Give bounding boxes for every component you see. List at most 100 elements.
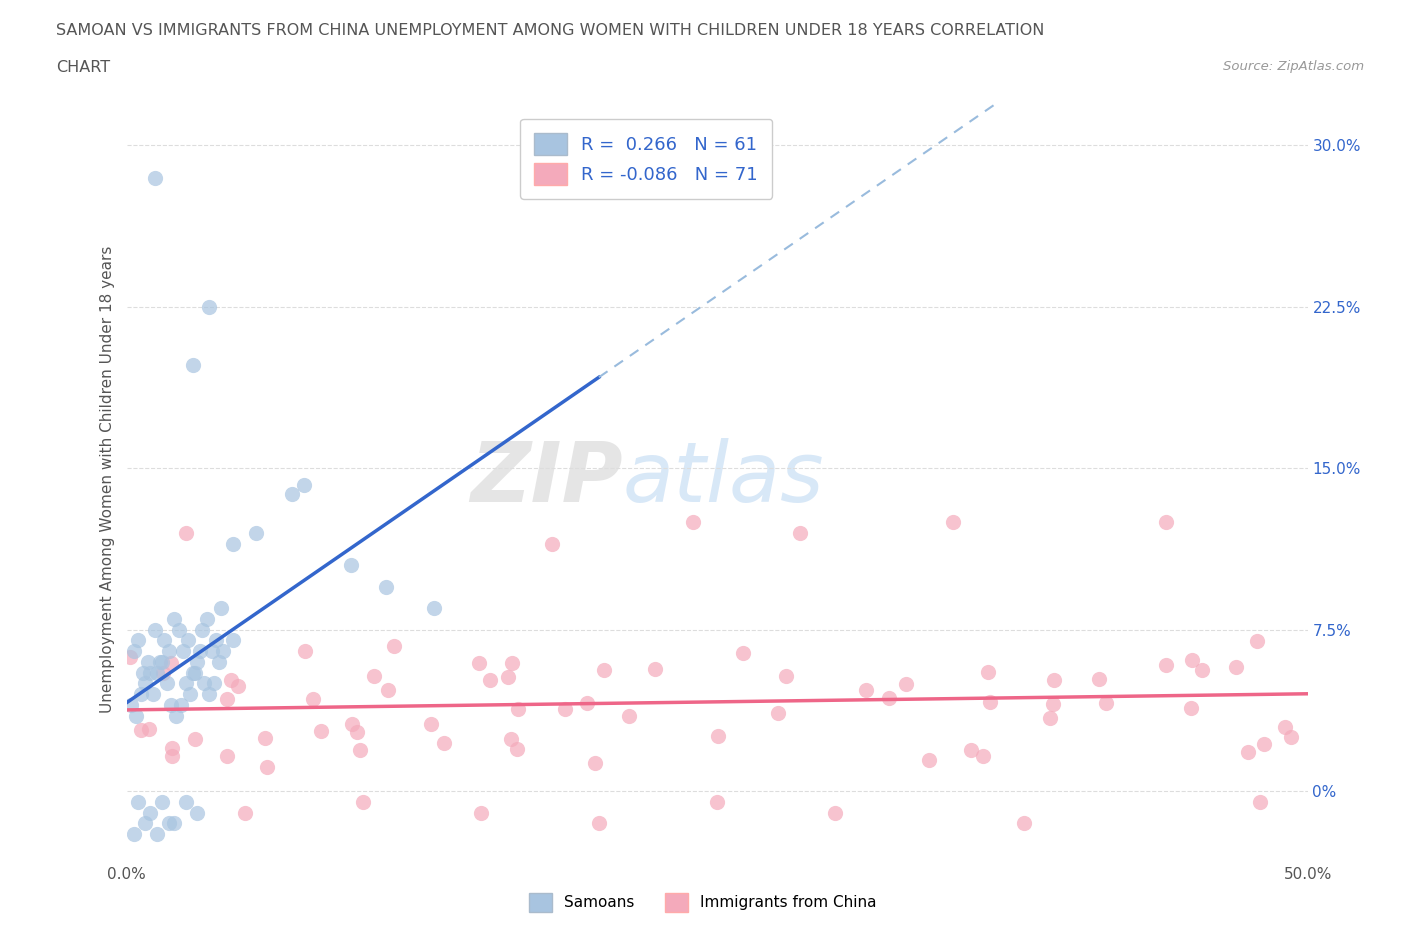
Point — [186, 805, 208, 820]
Point — [174, 525, 197, 540]
Point — [499, 732, 522, 747]
Point — [122, 827, 145, 842]
Point — [420, 716, 443, 731]
Point — [195, 611, 218, 626]
Point — [125, 709, 148, 724]
Point — [165, 709, 187, 724]
Point — [879, 690, 901, 705]
Point — [143, 622, 166, 637]
Point — [960, 742, 983, 757]
Point — [575, 696, 598, 711]
Text: atlas: atlas — [623, 438, 824, 520]
Point — [733, 645, 755, 660]
Point — [281, 486, 304, 501]
Point — [118, 649, 141, 664]
Point — [382, 638, 405, 653]
Point — [193, 676, 215, 691]
Point — [1246, 633, 1268, 648]
Point — [163, 611, 186, 626]
Point — [152, 666, 174, 681]
Point — [253, 731, 276, 746]
Point — [1180, 701, 1202, 716]
Point — [160, 749, 183, 764]
Point — [468, 656, 491, 671]
Point — [1181, 653, 1204, 668]
Point — [179, 686, 201, 701]
Point — [139, 665, 162, 680]
Point — [131, 723, 153, 737]
Point — [588, 816, 610, 830]
Point — [505, 741, 527, 756]
Point — [138, 722, 160, 737]
Point — [501, 656, 523, 671]
Point — [174, 676, 197, 691]
Point — [1012, 816, 1035, 830]
Point — [233, 805, 256, 820]
Point — [302, 692, 325, 707]
Point — [506, 702, 529, 717]
Point — [583, 756, 606, 771]
Point — [972, 749, 994, 764]
Point — [129, 686, 152, 701]
Point — [377, 683, 399, 698]
Point — [554, 701, 576, 716]
Point — [172, 644, 194, 658]
Point — [1191, 662, 1213, 677]
Point — [181, 357, 204, 372]
Point — [592, 663, 614, 678]
Point — [309, 724, 332, 738]
Point — [167, 622, 190, 637]
Point — [706, 794, 728, 809]
Point — [143, 170, 166, 185]
Point — [200, 644, 222, 658]
Point — [1279, 730, 1302, 745]
Point — [979, 694, 1001, 709]
Point — [1042, 697, 1064, 711]
Point — [644, 662, 666, 677]
Point — [540, 536, 562, 551]
Point — [157, 816, 180, 830]
Point — [149, 655, 172, 670]
Point — [682, 514, 704, 529]
Point — [1249, 794, 1271, 809]
Point — [219, 672, 242, 687]
Point — [170, 698, 193, 712]
Point — [150, 794, 173, 809]
Point — [226, 678, 249, 693]
Point — [132, 665, 155, 680]
Point — [340, 558, 363, 573]
Point — [215, 692, 238, 707]
Point — [205, 633, 228, 648]
Point — [198, 686, 221, 701]
Point — [153, 633, 176, 648]
Point — [122, 644, 145, 658]
Point — [766, 706, 789, 721]
Point — [942, 514, 965, 529]
Point — [256, 760, 278, 775]
Point — [177, 633, 200, 648]
Point — [977, 665, 1000, 680]
Point — [375, 579, 398, 594]
Point — [789, 525, 811, 540]
Point — [120, 698, 142, 712]
Point — [422, 601, 444, 616]
Point — [1087, 671, 1109, 686]
Point — [222, 536, 245, 551]
Point — [157, 644, 180, 658]
Point — [245, 525, 267, 540]
Point — [136, 655, 159, 670]
Point — [186, 655, 208, 670]
Point — [1225, 660, 1247, 675]
Point — [1095, 696, 1118, 711]
Point — [134, 816, 156, 830]
Text: SAMOAN VS IMMIGRANTS FROM CHINA UNEMPLOYMENT AMONG WOMEN WITH CHILDREN UNDER 18 : SAMOAN VS IMMIGRANTS FROM CHINA UNEMPLOY… — [56, 23, 1045, 38]
Point — [349, 742, 371, 757]
Point — [146, 665, 169, 680]
Point — [150, 655, 173, 670]
Legend: Samoans, Immigrants from China: Samoans, Immigrants from China — [523, 887, 883, 918]
Point — [191, 622, 214, 637]
Point — [209, 601, 232, 616]
Point — [894, 677, 917, 692]
Point — [294, 644, 316, 658]
Point — [134, 676, 156, 691]
